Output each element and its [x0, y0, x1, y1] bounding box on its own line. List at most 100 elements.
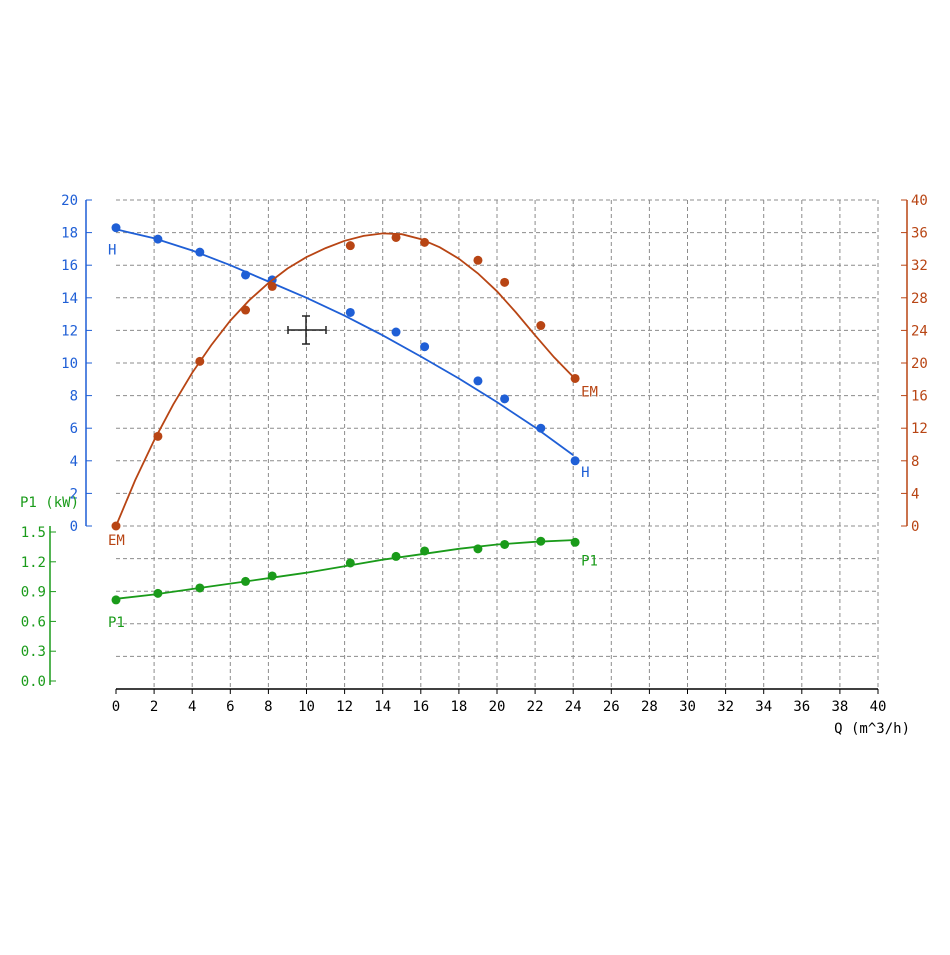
- data-point-p1: [153, 588, 163, 598]
- crosshair-cursor-icon: [287, 315, 327, 345]
- grid: [116, 199, 879, 690]
- p1-tick-label: 0.3: [21, 644, 46, 660]
- data-point-h: [241, 270, 251, 280]
- em-tick-label: 0: [911, 519, 919, 535]
- data-point-p1: [195, 583, 205, 593]
- x-tick-label: 2: [150, 699, 158, 715]
- h-tick-label: 6: [70, 421, 78, 437]
- data-point-p1: [345, 558, 355, 568]
- em-tick-label: 36: [911, 226, 928, 242]
- x-tick-label: 12: [336, 699, 353, 715]
- data-point-em: [391, 232, 401, 242]
- p1-tick-label: 1.2: [21, 555, 46, 571]
- h-tick-label: 10: [61, 356, 78, 372]
- h-tick-label: 14: [61, 291, 78, 307]
- x-tick-label: 16: [412, 699, 429, 715]
- x-tick-label: 40: [870, 699, 887, 715]
- x-axis-title: Q (m^3/h): [834, 721, 910, 737]
- axes: 0 2 4 6 8 10 12 14 16 18 20 22 24 26 28 30 32 34 36 38 40Q (…: [20, 193, 928, 737]
- em-tick-label: 24: [911, 323, 928, 339]
- em-tick-label: 12: [911, 421, 928, 437]
- h-tick-label: 12: [61, 323, 78, 339]
- data-point-h: [473, 376, 483, 386]
- data-point-p1: [420, 546, 430, 556]
- data-point-p1: [500, 539, 510, 549]
- h-tick-label: 4: [70, 454, 78, 470]
- x-tick-label: 34: [755, 699, 772, 715]
- data-point-p1: [267, 571, 277, 581]
- data-point-em: [345, 241, 355, 251]
- data-point-p1: [536, 536, 546, 546]
- data-point-h: [345, 307, 355, 317]
- data-point-em: [536, 321, 546, 331]
- x-tick-label: 30: [679, 699, 696, 715]
- h-tick-label: 16: [61, 258, 78, 274]
- data-point-h: [420, 342, 430, 352]
- data-point-h: [111, 223, 121, 233]
- series-start-label: EM: [108, 533, 125, 549]
- series-start-label: H: [108, 243, 116, 259]
- series-line-p1: [115, 539, 574, 600]
- series-end-label: H: [581, 465, 589, 481]
- data-point-em: [267, 281, 277, 291]
- series-line-h: [115, 228, 574, 456]
- p1-tick-label: 0.0: [21, 674, 46, 690]
- p1-tick-label: 1.5: [21, 525, 46, 541]
- x-tick-label: 28: [641, 699, 658, 715]
- data-point-em: [241, 305, 251, 315]
- data-point-h: [153, 234, 163, 244]
- data-point-p1: [570, 537, 580, 547]
- data-point-em: [195, 356, 205, 366]
- em-tick-label: 4: [911, 486, 919, 502]
- x-tick-label: 8: [264, 699, 272, 715]
- data-point-p1: [391, 551, 401, 561]
- em-tick-label: 20: [911, 356, 928, 372]
- em-tick-label: 8: [911, 454, 919, 470]
- data-point-em: [570, 373, 580, 383]
- p1-tick-label: 0.6: [21, 614, 46, 630]
- x-tick-label: 0: [112, 699, 120, 715]
- series-line-em: [115, 232, 574, 527]
- em-tick-label: 40: [911, 193, 928, 209]
- data-point-p1: [111, 595, 121, 605]
- data-point-h: [536, 423, 546, 433]
- series-end-label: EM: [581, 384, 598, 400]
- data-point-h: [391, 327, 401, 337]
- x-tick-label: 20: [489, 699, 506, 715]
- data-point-em: [500, 277, 510, 287]
- x-tick-label: 14: [374, 699, 391, 715]
- x-tick-label: 6: [226, 699, 234, 715]
- em-tick-label: 32: [911, 258, 928, 274]
- x-tick-label: 22: [527, 699, 544, 715]
- data-point-em: [111, 521, 121, 531]
- series-end-label: P1: [581, 553, 598, 569]
- x-tick-label: 10: [298, 699, 315, 715]
- h-tick-label: 0: [70, 519, 78, 535]
- x-tick-label: 26: [603, 699, 620, 715]
- em-tick-label: 28: [911, 291, 928, 307]
- x-tick-label: 36: [793, 699, 810, 715]
- h-tick-label: 8: [70, 389, 78, 405]
- data-point-p1: [473, 544, 483, 554]
- h-tick-label: 2: [70, 486, 78, 502]
- data-point-h: [570, 456, 580, 466]
- series-p1: P1 P1: [108, 536, 598, 631]
- x-tick-label: 4: [188, 699, 196, 715]
- data-point-p1: [241, 576, 251, 586]
- x-tick-label: 18: [450, 699, 467, 715]
- p1-axis-title: P1 (kW): [20, 495, 79, 511]
- x-tick-label: 24: [565, 699, 582, 715]
- data-point-em: [473, 255, 483, 265]
- series-h: HH: [108, 223, 590, 481]
- em-tick-label: 16: [911, 389, 928, 405]
- data-point-h: [500, 394, 510, 404]
- data-point-h: [195, 247, 205, 257]
- x-tick-label: 32: [717, 699, 734, 715]
- series-em: EM EM: [108, 232, 598, 549]
- p1-tick-label: 0.9: [21, 585, 46, 601]
- h-tick-label: 18: [61, 226, 78, 242]
- data-point-em: [420, 237, 430, 247]
